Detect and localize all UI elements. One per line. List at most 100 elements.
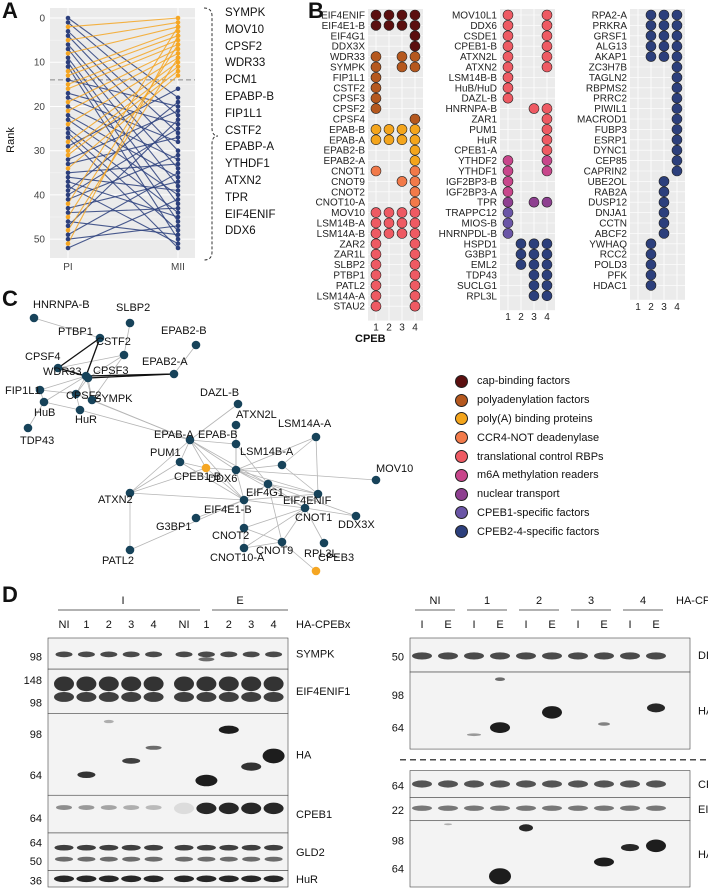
network-node-label: PUM1 (150, 447, 181, 459)
dotplot-row-label: RBPMS2 (586, 83, 628, 94)
blot-band (174, 676, 194, 692)
blot-band (174, 802, 194, 815)
network-node-label: ATXN2L (236, 409, 277, 421)
dotplot-dot (370, 92, 382, 104)
dotplot-dot (541, 9, 553, 21)
dotplot-dot (370, 124, 382, 135)
legend-label: polyadenylation factors (477, 394, 590, 407)
network-edge (304, 507, 357, 517)
rank-point-pi (65, 183, 71, 189)
dotplot-dot (515, 238, 527, 250)
network-node (95, 333, 105, 343)
rank-point-pi (65, 64, 71, 69)
network-edge (243, 499, 306, 509)
network-node-label: LSM14A-A (278, 418, 332, 430)
dotplot-row-label: WDR33 (330, 52, 365, 63)
blot-band (145, 805, 162, 811)
network-nodes: HNRNPA-B SLBP2 PTBP1 CPSF4 CSTF2 EPAB2-B WDR33… (5, 299, 413, 576)
blot-band (542, 652, 562, 660)
slope-line (67, 198, 179, 249)
slope-line (67, 52, 179, 112)
network-node-label: PATL2 (102, 555, 134, 567)
dotplot-dot (396, 176, 408, 187)
blot-band (220, 651, 238, 658)
dotplot-dot (370, 300, 382, 312)
top-protein-label: WDR33 (225, 57, 266, 70)
network-node (351, 511, 361, 521)
blot-band (490, 805, 510, 811)
slope-line (67, 154, 179, 200)
blot-band (54, 676, 74, 692)
rank-point-mii (175, 183, 181, 189)
dotplot-dot (658, 186, 670, 198)
network-node (119, 350, 129, 360)
dotplot-dot (370, 165, 382, 177)
blot-band (594, 652, 614, 660)
dotplot-dot (541, 134, 553, 146)
network-edge (123, 322, 131, 356)
blot-band (495, 677, 505, 681)
blot-band (218, 676, 239, 692)
legend-item: m6A methylation readers (455, 466, 604, 485)
network-node (371, 475, 381, 485)
dotplot-dot (541, 113, 553, 125)
dotplot-x-tick: 1 (373, 323, 379, 334)
rank-point-mii (175, 188, 181, 193)
blot-strip: HA 98 64 (392, 820, 708, 888)
dotplot-dot (658, 30, 670, 42)
dotplot-x-tick: 1 (505, 312, 511, 323)
network-edge (243, 527, 283, 543)
top-protein-label: YTHDF1 (225, 158, 270, 171)
dotplot-row-label: EPAB-A (329, 135, 365, 146)
dotplot-row-label: CSTF2 (333, 83, 365, 94)
blot-band (196, 802, 217, 815)
dotplot-row-label: PIWIL1 (594, 104, 627, 115)
dotplot-row-label: PFK (608, 271, 628, 282)
blot-band (219, 844, 239, 851)
panel-a-y-tick: 10 (34, 58, 46, 69)
network-node-label: PTBP1 (58, 326, 93, 338)
network-edge (189, 439, 237, 445)
rank-point-mii (175, 33, 181, 38)
dotplot-dot (541, 61, 553, 73)
rank-point-mii (175, 161, 181, 167)
lane-label: I (576, 619, 579, 631)
legend-item: nuclear transport (455, 485, 604, 504)
lane-label: I (524, 619, 527, 631)
blot-band (516, 805, 536, 811)
slope-line (67, 48, 179, 103)
dotplot-dot (370, 61, 382, 73)
dotplot-dot (671, 20, 683, 31)
network-edge (189, 403, 239, 441)
network-node-label: CSTF2 (96, 336, 131, 348)
dotplot-row-label: HuR (477, 135, 497, 146)
lane-label: 4 (271, 619, 277, 631)
dotplot-dot (502, 217, 514, 229)
panel-a-y-axis-label: Rank (5, 127, 17, 153)
dotplot-dot (409, 269, 421, 281)
network-node-label: WDR33 (43, 366, 82, 378)
dotplot-row-label: HNRNPA-B (446, 104, 498, 115)
panel-d-western-blots: I ENI 1 2 3 4 NI 1 2 3 4 HA-CPEBxSYMPK98EIF4ENIF114… (24, 595, 708, 888)
network-node-label: EIF4ENIF (283, 495, 332, 507)
blot-strip: GLD2 64 50 (30, 832, 325, 871)
blot-band (594, 857, 614, 867)
blot-band (464, 780, 484, 788)
network-node (231, 439, 241, 449)
network-node (231, 465, 241, 475)
network-node (191, 513, 201, 523)
network-node (277, 537, 287, 547)
dotplot-column-1: EIF4ENIFEIF4E1-BEIF4G1DDX3XWDR33SYMPKFIP… (316, 9, 423, 334)
network-edge (315, 436, 319, 495)
panel-b-x-axis-label: CPEB (355, 333, 386, 345)
legend-item: cap-binding factors (455, 372, 604, 391)
blot-band (218, 725, 239, 734)
western-blot-left: I E NI 1 2 3 4 NI 1 2 3 4 HA-CPEBx SYMPK 98 EIF4ENIF1 14… (24, 595, 351, 887)
network-edge (243, 493, 319, 501)
dotplot-dot (370, 290, 382, 302)
network-node-label: CPEB3 (318, 552, 354, 564)
blot-band (218, 802, 239, 815)
mw-marker: 22 (392, 805, 404, 817)
network-node (169, 369, 179, 379)
dotplot-dot (502, 40, 514, 52)
